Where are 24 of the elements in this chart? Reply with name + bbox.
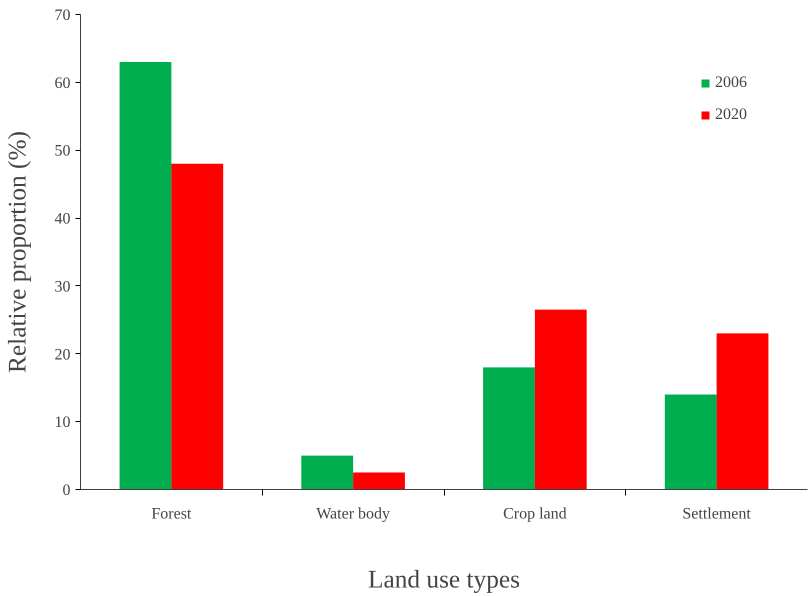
x-tick-label: Water body xyxy=(316,506,390,522)
bar xyxy=(120,62,172,490)
legend-label: 2006 xyxy=(715,74,747,92)
y-tick-label: 60 xyxy=(54,74,70,92)
bar xyxy=(664,394,717,490)
bar xyxy=(483,367,535,490)
bar xyxy=(301,456,354,490)
bar xyxy=(534,310,587,490)
y-axis-title: Relative proportion (%) xyxy=(4,131,32,373)
y-tick-label: 40 xyxy=(54,210,70,228)
bar xyxy=(171,164,224,490)
y-tick-label: 30 xyxy=(54,278,70,296)
y-tick-label: 20 xyxy=(54,346,70,364)
y-tick-label: 0 xyxy=(62,482,70,499)
x-tick-label: Settlement xyxy=(682,506,752,522)
y-tick-label: 70 xyxy=(54,7,70,24)
y-tick-label: 50 xyxy=(54,142,70,160)
legend-label: 2020 xyxy=(715,106,747,124)
x-tick-label: Crop land xyxy=(503,506,567,522)
x-tick-label: Forest xyxy=(151,506,192,522)
bar xyxy=(353,472,405,490)
bar xyxy=(716,333,768,490)
y-tick-label: 10 xyxy=(54,414,70,432)
x-axis-title: Land use types xyxy=(368,566,520,594)
